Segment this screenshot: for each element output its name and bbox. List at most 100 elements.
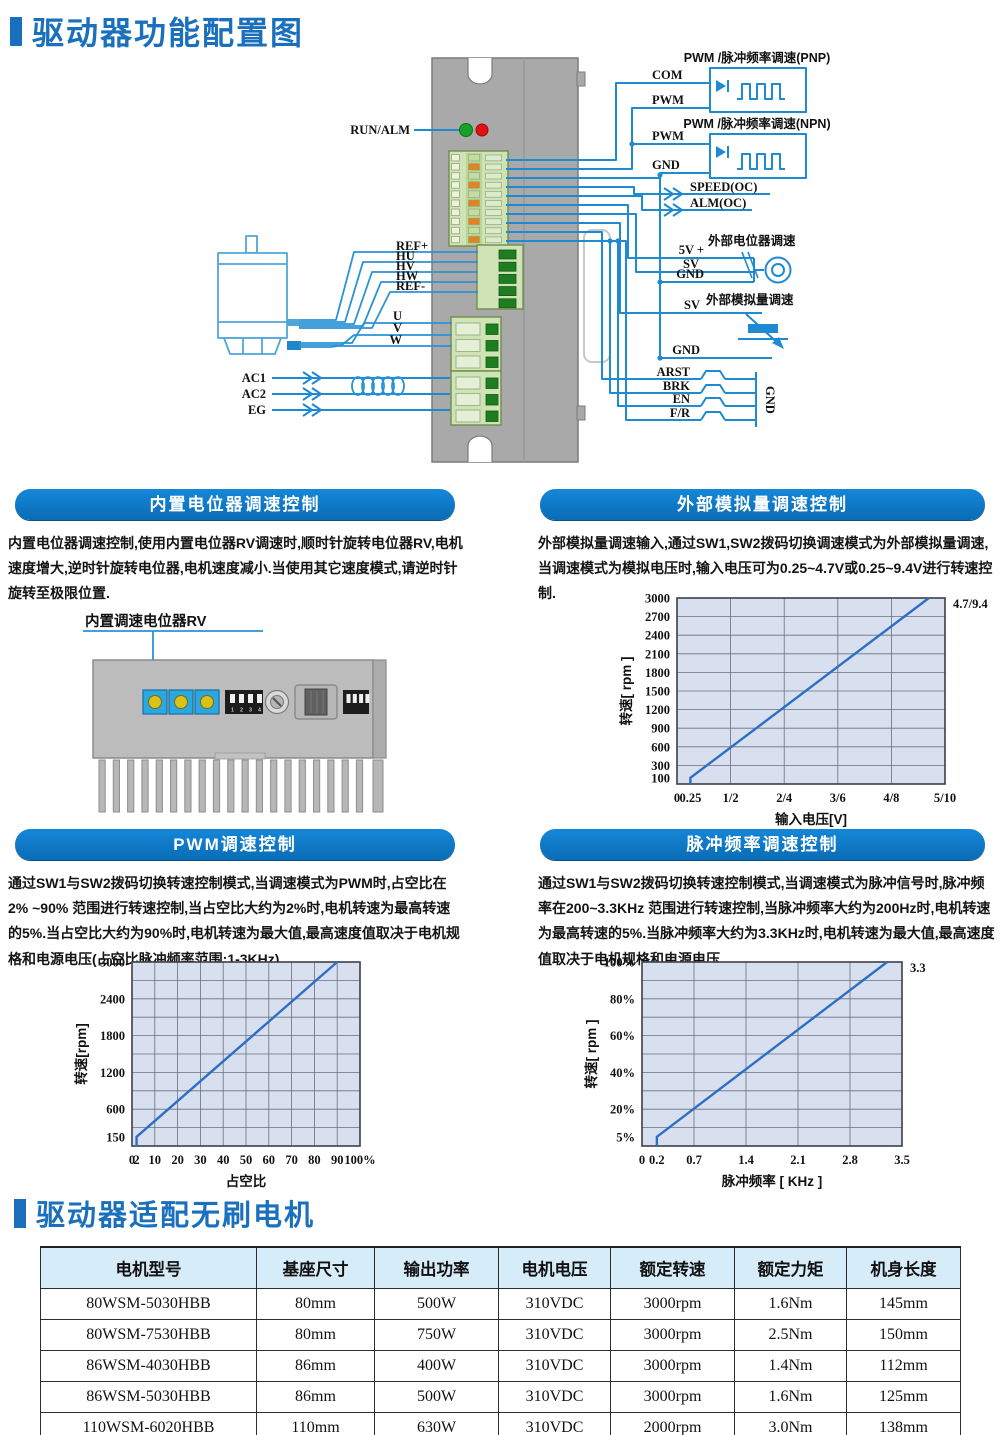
- svg-text:20%: 20%: [610, 1103, 635, 1117]
- table-cell: 310VDC: [498, 1350, 611, 1382]
- u-label: U: [393, 309, 402, 323]
- svg-text:4: 4: [258, 708, 261, 714]
- svg-text:2100: 2100: [645, 647, 670, 661]
- svg-text:1500: 1500: [645, 685, 670, 699]
- svg-text:600: 600: [651, 740, 670, 754]
- chart-line: [135, 961, 338, 1146]
- rotary-dial: [264, 689, 290, 715]
- svg-text:1800: 1800: [645, 666, 670, 680]
- chart-pwm-duty: 0 2 10 20 30 40 50 60 70 80 90 100% 150 600 1200 1800 24…: [70, 952, 410, 1199]
- motor-cable-1: [287, 319, 299, 326]
- signal-connector: [294, 684, 338, 720]
- hall-wires: [299, 251, 478, 329]
- led-indicators: [459, 123, 489, 137]
- signal-terminal-block: [448, 150, 509, 247]
- table-cell: 110mm: [256, 1412, 375, 1435]
- svg-text:80%: 80%: [610, 992, 635, 1006]
- svg-text:80: 80: [308, 1153, 321, 1167]
- section-header-internal-pot: 内置电位器调速控制: [15, 489, 455, 520]
- ac1-label: AC1: [242, 371, 266, 385]
- svg-text:30: 30: [194, 1153, 207, 1167]
- rv-potentiometers: [142, 689, 220, 715]
- table-cell: 1.6Nm: [734, 1381, 847, 1413]
- table-cell: 310VDC: [498, 1381, 611, 1413]
- pwm-pnp-label: PWM: [652, 93, 684, 107]
- analog-potentiometer: [738, 313, 788, 349]
- x-axis-label: 输入电压[V]: [775, 811, 847, 827]
- table-cell: 86mm: [256, 1381, 375, 1413]
- table-cell: 110WSM-6020HBB: [40, 1412, 257, 1435]
- svg-text:1.4: 1.4: [738, 1153, 754, 1167]
- gnd-analog-label: GND: [672, 343, 700, 357]
- svg-text:1200: 1200: [645, 703, 670, 717]
- ext-analog-title: 外部模拟量调速: [705, 292, 794, 307]
- table-cell: 1.6Nm: [734, 1288, 847, 1320]
- phase-wires: [299, 322, 452, 348]
- table-cell: 125mm: [846, 1381, 961, 1413]
- svg-text:10: 10: [149, 1153, 162, 1167]
- table-cell: 3.0Nm: [734, 1412, 847, 1435]
- svg-text:150: 150: [106, 1130, 125, 1144]
- svg-text:2.1: 2.1: [790, 1153, 806, 1167]
- line-filter-coil: [351, 376, 405, 396]
- table-header-cell: 电机电压: [498, 1246, 611, 1289]
- svg-text:4/8: 4/8: [883, 791, 899, 805]
- svg-text:900: 900: [651, 722, 670, 736]
- din-bracket: [583, 229, 611, 363]
- svg-text:5%: 5%: [616, 1130, 635, 1144]
- section-header-external-analog: 外部模拟量调速控制: [540, 489, 985, 520]
- alarm-led: [475, 123, 489, 137]
- svg-text:2/4: 2/4: [776, 791, 793, 805]
- external-potentiometer: [741, 251, 792, 284]
- hu-label: HU: [396, 249, 415, 263]
- y-axis-label: 转速[ rpm ]: [583, 1020, 599, 1089]
- 5v-label: 5V +: [679, 243, 704, 257]
- table-cell: 86WSM-5030HBB: [40, 1381, 257, 1413]
- svg-text:2400: 2400: [100, 992, 125, 1006]
- alm-oc-label: ALM(OC): [690, 196, 746, 210]
- table-cell: 80mm: [256, 1319, 375, 1351]
- svg-text:3000: 3000: [100, 956, 125, 970]
- sv-analog-label: SV: [684, 298, 700, 312]
- input-switches: [700, 370, 757, 427]
- gnd-pot-label: GND: [676, 267, 704, 281]
- hall-terminal-block: [476, 244, 524, 310]
- svg-text:0.7: 0.7: [686, 1153, 702, 1167]
- heatsink-fins: [98, 759, 364, 813]
- sv-label: SV: [683, 257, 699, 271]
- table-row: 86WSM-5030HBB 86mm 500W 310VDC 3000rpm 1.6Nm 1…: [40, 1381, 961, 1413]
- ref-plus-label: REF+: [396, 239, 428, 253]
- svg-text:90: 90: [331, 1153, 344, 1167]
- w-label: W: [390, 333, 403, 347]
- table-cell: 150mm: [846, 1319, 961, 1351]
- chart-analog-voltage: 0 0.25 1/2 2/4 3/6 4/8 5/10 100 300 600 900 1200 150…: [615, 588, 995, 837]
- brushless-motor: [217, 235, 301, 355]
- table-row: 110WSM-6020HBB 110mm 630W 310VDC 2000rpm 3.0N…: [40, 1412, 961, 1435]
- ac2-label: AC2: [242, 387, 266, 401]
- table-cell: 1.4Nm: [734, 1350, 847, 1382]
- chart-svg: 02 10 20 30 40 50 60 70 80 90 100% 150 600 1200 1800 24…: [73, 956, 376, 1190]
- svg-text:1/2: 1/2: [723, 791, 739, 805]
- svg-text:300: 300: [651, 759, 670, 773]
- svg-text:2.8: 2.8: [842, 1153, 858, 1167]
- svg-text:3: 3: [249, 708, 252, 714]
- table-header-cell: 基座尺寸: [256, 1246, 375, 1289]
- table-cell: 86mm: [256, 1350, 375, 1382]
- table-header-cell: 额定转速: [610, 1246, 735, 1289]
- svg-text:1200: 1200: [100, 1066, 125, 1080]
- section-header-pulse: 脉冲频率调速控制: [540, 829, 985, 860]
- table-row: 80WSM-5030HBB 80mm 500W 310VDC 3000rpm 1.6Nm 1…: [40, 1288, 961, 1320]
- pulse-train-icon: [737, 83, 785, 100]
- pulse-description: 通过SW1与SW2拨码切换转速控制模式,当调速模式为脉冲信号时,脉冲频率在200…: [538, 875, 995, 967]
- motor-table: 电机型号 基座尺寸 输出功率 电机电压 额定转速 额定力矩 机身长度 80WSM-5030H…: [40, 1246, 961, 1435]
- svg-text:100: 100: [651, 771, 670, 785]
- table-header-cell: 机身长度: [846, 1246, 961, 1289]
- table-header-cell: 输出功率: [374, 1246, 499, 1289]
- chart-line: [689, 597, 930, 784]
- y-axis-label: 转速[ rpm ]: [618, 657, 634, 726]
- table-cell: 80WSM-7530HBB: [40, 1319, 257, 1351]
